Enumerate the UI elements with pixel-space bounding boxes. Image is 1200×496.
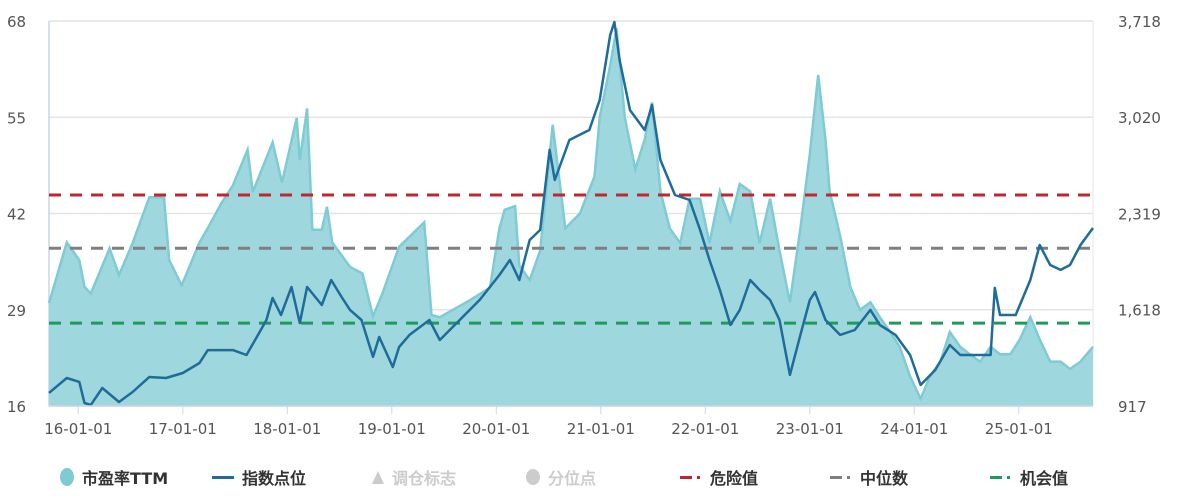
x-tick-label: 23-01-01 [776, 420, 844, 438]
legend-item-median[interactable]: 中位数 [830, 465, 908, 489]
x-tick-label: 24-01-01 [880, 420, 948, 438]
right-tick-label: 3,020 [1118, 109, 1161, 127]
x-tick-label: 21-01-01 [567, 420, 635, 438]
right-tick-label: 3,718 [1118, 13, 1161, 31]
left-tick-label: 55 [7, 109, 26, 127]
legend-label: 分位点 [548, 469, 597, 488]
circle-icon [60, 468, 74, 486]
dash-icon [680, 475, 702, 479]
x-tick-label: 18-01-01 [253, 420, 321, 438]
chart-svg: 16 29 42 55 68 917 1,618 2,319 3,020 3,718 16-01-0… [7, 13, 1161, 438]
pe-area [49, 28, 1093, 407]
x-tick-label: 25-01-01 [985, 420, 1053, 438]
legend-label: 中位数 [860, 469, 909, 488]
legend-item-danger[interactable]: 危险值 [680, 465, 758, 489]
left-tick-label: 42 [7, 206, 26, 224]
line-icon [212, 475, 234, 479]
legend-label: 市盈率TTM [82, 469, 169, 488]
right-tick-label: 917 [1118, 398, 1147, 416]
x-tick-label: 16-01-01 [44, 420, 112, 438]
x-tick-label: 19-01-01 [358, 420, 426, 438]
circle-icon [526, 469, 540, 485]
legend: 市盈率TTM 指数点位 调仓标志 分位点 危险值 中位数 机会值 [0, 462, 1200, 492]
x-tick-label: 17-01-01 [149, 420, 217, 438]
legend-item-opportunity[interactable]: 机会值 [990, 465, 1068, 489]
legend-item-pe[interactable]: 市盈率TTM [60, 465, 168, 489]
index-line [48, 20, 1095, 407]
right-tick-label: 1,618 [1118, 302, 1161, 320]
right-tick-label: 2,319 [1118, 205, 1161, 223]
left-tick-label: 29 [7, 302, 26, 320]
legend-label: 调仓标志 [392, 469, 457, 488]
dash-icon [830, 475, 852, 479]
legend-label: 机会值 [1020, 469, 1069, 488]
legend-item-index[interactable]: 指数点位 [212, 465, 306, 489]
triangle-icon [372, 470, 384, 484]
dash-icon [990, 475, 1012, 479]
legend-item-percentile[interactable]: 分位点 [526, 465, 596, 489]
legend-label: 指数点位 [242, 469, 307, 488]
left-tick-label: 16 [7, 398, 26, 416]
legend-label: 危险值 [710, 469, 759, 488]
x-tick-label: 20-01-01 [462, 420, 530, 438]
x-tick-label: 22-01-01 [671, 420, 739, 438]
legend-item-rebalance[interactable]: 调仓标志 [372, 465, 456, 489]
left-tick-label: 68 [7, 13, 26, 31]
